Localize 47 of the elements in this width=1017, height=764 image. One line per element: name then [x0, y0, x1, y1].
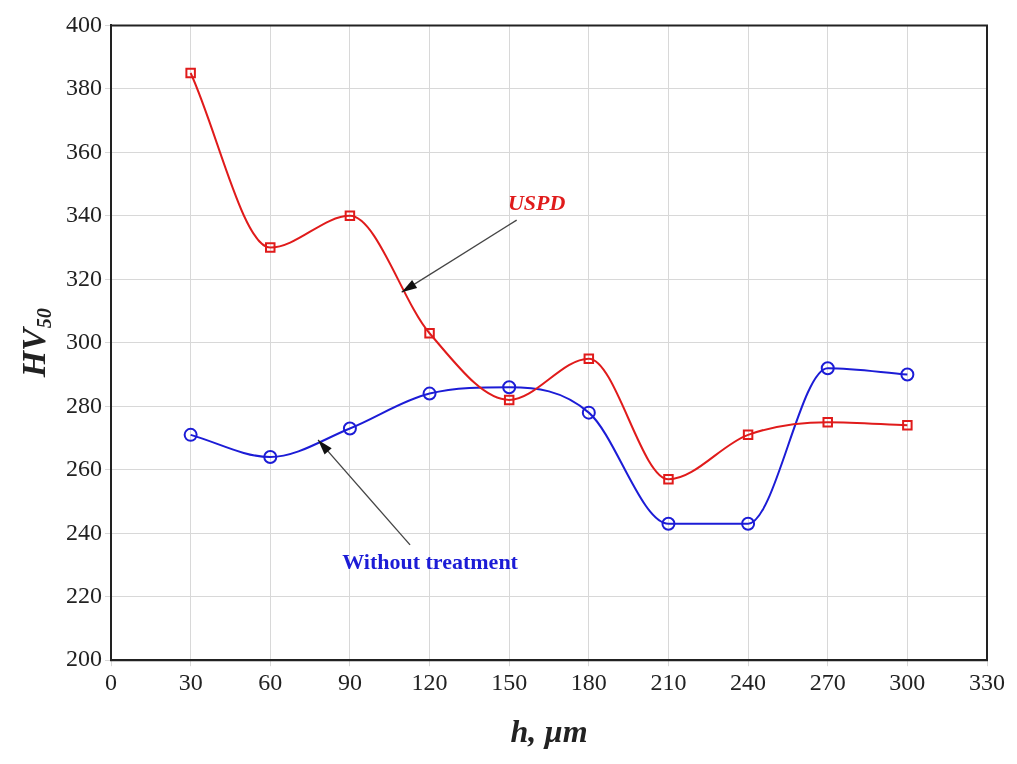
- x-tick-label: 60: [258, 668, 283, 695]
- x-tick-label: 300: [889, 668, 926, 695]
- y-tick-label: 300: [66, 328, 102, 355]
- y-tick-label: 240: [66, 518, 102, 545]
- point: [581, 405, 596, 420]
- point: [502, 380, 517, 395]
- y-tick-label: 320: [66, 264, 102, 291]
- point: [424, 328, 435, 339]
- point: [344, 210, 356, 222]
- point: [742, 429, 754, 441]
- y-tick-label: 340: [66, 201, 102, 228]
- text: Without treatment: [342, 548, 519, 574]
- point: [183, 427, 198, 442]
- point: [503, 394, 515, 406]
- point: [822, 416, 833, 428]
- y-axis-title: HV50: [14, 308, 56, 379]
- x-tick-label: 240: [730, 668, 767, 695]
- point: [265, 242, 276, 253]
- point: [422, 386, 437, 401]
- y-tick-label: 400: [66, 10, 102, 37]
- y-tick-label: 380: [66, 74, 102, 101]
- point: [661, 516, 676, 531]
- x-tick-label: 90: [337, 668, 362, 695]
- x-tick-label: 210: [650, 668, 687, 695]
- point: [185, 67, 196, 79]
- x-tick-label: 330: [969, 668, 1005, 695]
- y-tick-label: 220: [66, 582, 102, 609]
- point: [902, 420, 913, 431]
- x-axis-title: h, µm: [510, 713, 588, 750]
- y-tick-label: 360: [66, 137, 102, 164]
- point: [342, 421, 357, 436]
- x-tick-label: 0: [105, 668, 117, 695]
- x-tick-label: 270: [809, 668, 846, 695]
- x-tick-label: 30: [178, 668, 203, 695]
- point: [263, 450, 278, 465]
- x-tick-label: 150: [491, 668, 528, 695]
- point: [583, 353, 595, 364]
- point: [663, 474, 674, 485]
- x-tick-label: 180: [570, 668, 607, 695]
- x-tick-label: 120: [411, 668, 448, 695]
- point: [820, 361, 835, 376]
- text: USPD: [507, 189, 566, 215]
- y-tick-label: 260: [66, 455, 102, 482]
- y-tick-label: 200: [66, 645, 102, 672]
- point: [741, 516, 756, 531]
- y-tick-label: 280: [66, 391, 102, 418]
- point: [900, 367, 915, 382]
